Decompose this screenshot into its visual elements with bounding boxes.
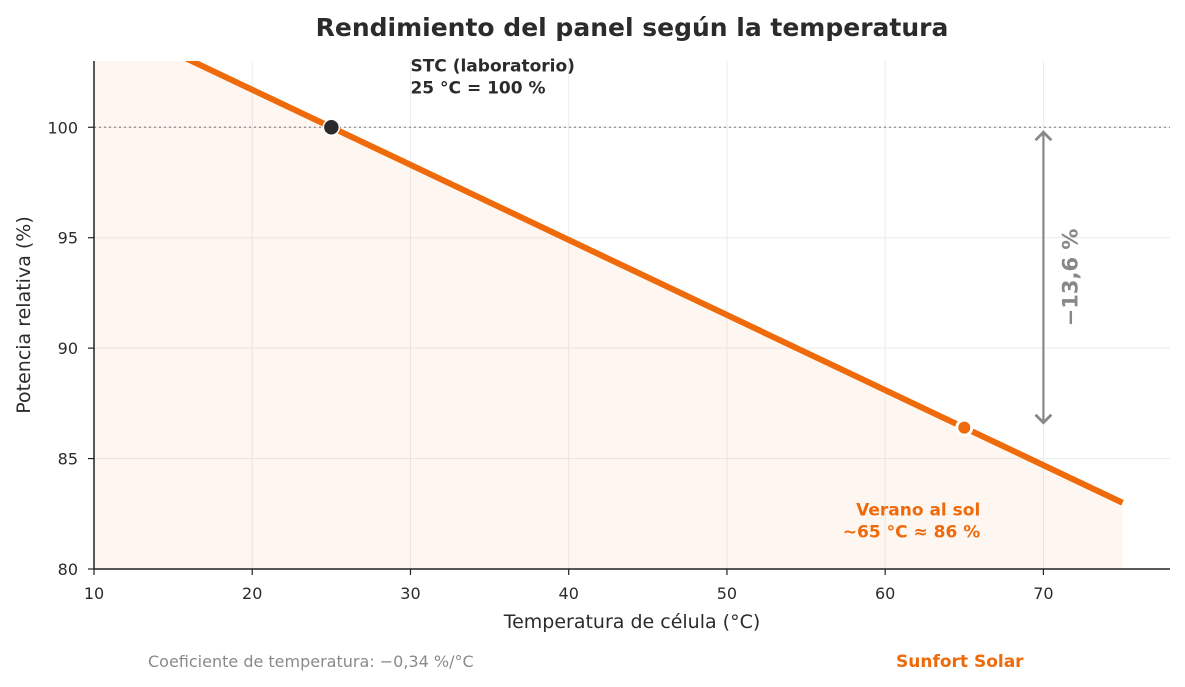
area-fill (94, 61, 1123, 569)
y-tick-label: 90 (58, 339, 78, 358)
y-axis-label: Potencia relativa (%) (13, 216, 35, 414)
annotation-line: ~65 °C ≈ 86 % (843, 522, 981, 542)
annotation-line: 25 °C = 100 % (410, 78, 545, 98)
y-tick-label: 85 (58, 450, 78, 469)
x-tick-label: 70 (1033, 584, 1053, 603)
x-tick-label: 40 (559, 584, 579, 603)
annotation-line: STC (laboratorio) (410, 56, 574, 76)
delta-annotation: −13,6 % (1034, 130, 1082, 425)
x-tick-label: 60 (875, 584, 895, 603)
annotation-line: Verano al sol (856, 500, 980, 520)
x-axis-label: Temperatura de célula (°C) (503, 611, 761, 633)
summer-annotation: Verano al sol ~65 °C ≈ 86 % (843, 500, 981, 542)
x-tick-label: 50 (717, 584, 737, 603)
tick-labels: 10 20 30 40 50 60 70 80 85 90 95 100 (47, 118, 1053, 603)
brand-name: Sunfort Solar (896, 652, 1024, 672)
y-tick-label: 95 (58, 229, 78, 248)
x-tick-label: 20 (242, 584, 262, 603)
x-tick-label: 30 (400, 584, 420, 603)
annotations: STC (laboratorio) 25 °C = 100 % Verano al … (410, 56, 980, 542)
delta-label: −13,6 % (1058, 229, 1082, 327)
y-tick-label: 100 (47, 118, 78, 137)
stc-point (322, 118, 341, 137)
y-tick-label: 80 (58, 560, 78, 579)
highlight-points (322, 118, 974, 437)
stc-annotation: STC (laboratorio) 25 °C = 100 % (410, 56, 574, 98)
chart-title: Rendimiento del panel según la temperatu… (316, 13, 949, 42)
x-tick-label: 10 (84, 584, 104, 603)
axes (93, 61, 1170, 570)
summer-point (955, 418, 974, 437)
area-under-line (94, 61, 1123, 569)
temperature-coefficient-note: Coeficiente de temperatura: −0,34 %/°C (148, 652, 474, 671)
